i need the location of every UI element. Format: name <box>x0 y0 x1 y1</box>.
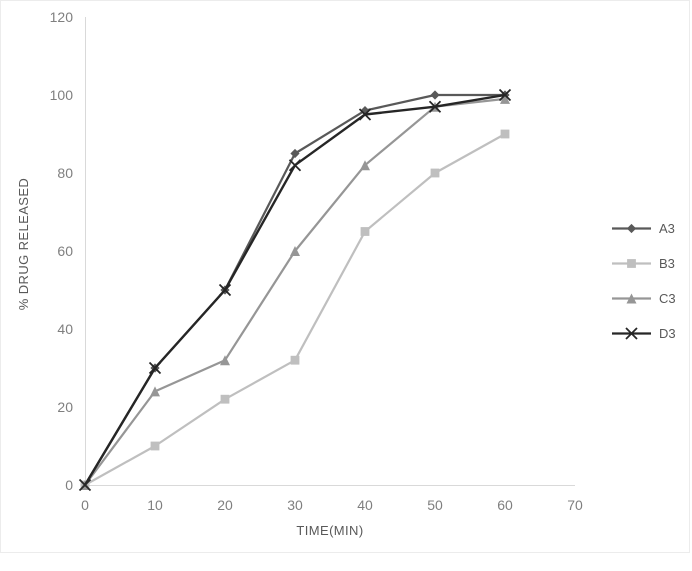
x-marker-icon <box>148 361 162 375</box>
x-tick-label: 70 <box>567 497 583 513</box>
x-tick-label: 40 <box>357 497 373 513</box>
y-tick-label: 120 <box>50 9 74 25</box>
x-marker-icon <box>428 100 442 113</box>
x-tick-label: 60 <box>497 497 513 513</box>
triangle-marker-icon <box>150 386 160 397</box>
y-tick-label: 80 <box>57 165 73 181</box>
legend-triangle-line-icon <box>612 293 651 304</box>
triangle-marker-icon <box>360 160 370 171</box>
square-marker-icon <box>220 394 230 404</box>
x-marker-icon <box>498 88 512 102</box>
x-tick-label: 10 <box>147 497 163 513</box>
triangle-marker-icon <box>220 355 230 366</box>
square-marker-icon <box>290 355 300 365</box>
x-axis-title: TIME(MIN) <box>296 523 364 538</box>
x-tick-label: 0 <box>81 497 89 513</box>
x-marker-icon <box>288 159 302 172</box>
x-tick-label: 50 <box>427 497 443 513</box>
x-marker-icon <box>358 108 372 121</box>
y-tick-label: 100 <box>50 87 74 103</box>
x-marker-icon <box>218 283 232 297</box>
x-marker-icon <box>625 327 638 340</box>
triangle-marker-icon <box>626 293 637 304</box>
legend-square-line-icon <box>612 259 651 268</box>
y-tick-label: 0 <box>65 477 73 493</box>
x-tick-label: 30 <box>287 497 303 513</box>
y-axis-title: % DRUG RELEASED <box>16 177 31 311</box>
diamond-marker-icon <box>290 148 300 159</box>
y-tick-label: 60 <box>57 243 73 259</box>
y-tick-label: 40 <box>57 321 73 337</box>
legend: A3 B3 C3 D3 <box>611 217 676 345</box>
legend-item-d3: D3 <box>611 322 676 345</box>
legend-item-b3: B3 <box>611 252 676 275</box>
legend-label-d3: D3 <box>659 326 676 341</box>
y-tick-label: 20 <box>57 399 73 415</box>
square-marker-icon <box>500 129 510 139</box>
diamond-marker-icon <box>430 90 440 100</box>
legend-label-c3: C3 <box>659 291 676 306</box>
legend-item-c3: C3 <box>611 287 676 310</box>
square-marker-icon <box>360 227 370 236</box>
square-marker-icon <box>430 168 440 178</box>
diamond-marker-icon <box>626 223 637 234</box>
legend-diamond-line-icon <box>612 223 651 234</box>
triangle-marker-icon <box>290 246 300 256</box>
x-marker-icon <box>78 478 92 492</box>
legend-label-b3: B3 <box>659 256 675 271</box>
legend-x-line-icon <box>612 327 651 340</box>
legend-item-a3: A3 <box>611 217 676 240</box>
square-marker-icon <box>627 259 636 268</box>
triangle-marker-icon <box>500 93 510 104</box>
series-line-b3 <box>83 132 507 487</box>
square-marker-icon <box>150 441 160 451</box>
x-tick-label: 20 <box>217 497 233 513</box>
legend-label-a3: A3 <box>659 221 675 236</box>
